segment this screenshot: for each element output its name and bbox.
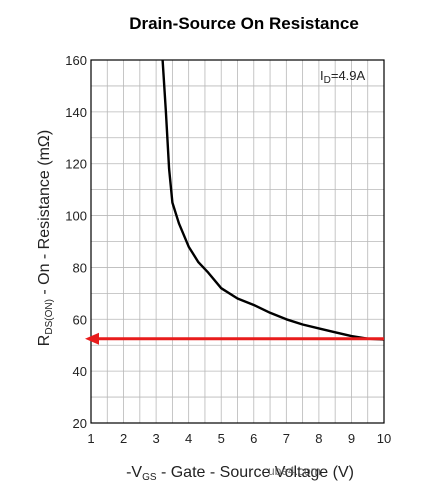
x-tick-label: 10 (377, 431, 391, 446)
x-tick-label: 2 (120, 431, 127, 446)
y-tick-label: 140 (65, 105, 87, 120)
x-tick-label: 9 (348, 431, 355, 446)
x-tick-label: 4 (185, 431, 192, 446)
x-tick-label: 6 (250, 431, 257, 446)
x-tick-label: 5 (218, 431, 225, 446)
grid (90, 59, 385, 424)
y-tick-label: 120 (65, 157, 87, 172)
plot-frame (90, 59, 385, 424)
chart-title: Drain-Source On Resistance (129, 14, 359, 33)
x-tick-label: 3 (152, 431, 159, 446)
annotation-label: ID=4.9A (320, 68, 366, 86)
y-axis-ticks: 20 40 60 80 100 120 140 160 (65, 53, 87, 431)
reference-layer (85, 332, 384, 345)
y-tick-label: 100 (65, 209, 87, 224)
y-axis-label: RDS(ON) - On - Resistance (mΩ) (36, 130, 55, 346)
x-tick-label: 7 (283, 431, 290, 446)
series-layer (161, 59, 385, 341)
y-tick-label: 20 (73, 416, 87, 431)
y-tick-label: 40 (73, 364, 87, 379)
x-tick-label: 8 (315, 431, 322, 446)
x-tick-label: 1 (87, 431, 94, 446)
watermark-text: ube4.com (268, 464, 321, 478)
y-tick-label: 60 (73, 312, 87, 327)
series-line-rdson (161, 59, 385, 341)
y-tick-label: 80 (73, 260, 87, 275)
y-tick-label: 160 (65, 53, 87, 68)
x-axis-label: -VGS - Gate - Source Voltage (V) (126, 464, 354, 483)
x-axis-ticks: 1 2 3 4 5 6 7 8 9 10 (87, 431, 391, 446)
reference-arrowhead (85, 332, 99, 345)
